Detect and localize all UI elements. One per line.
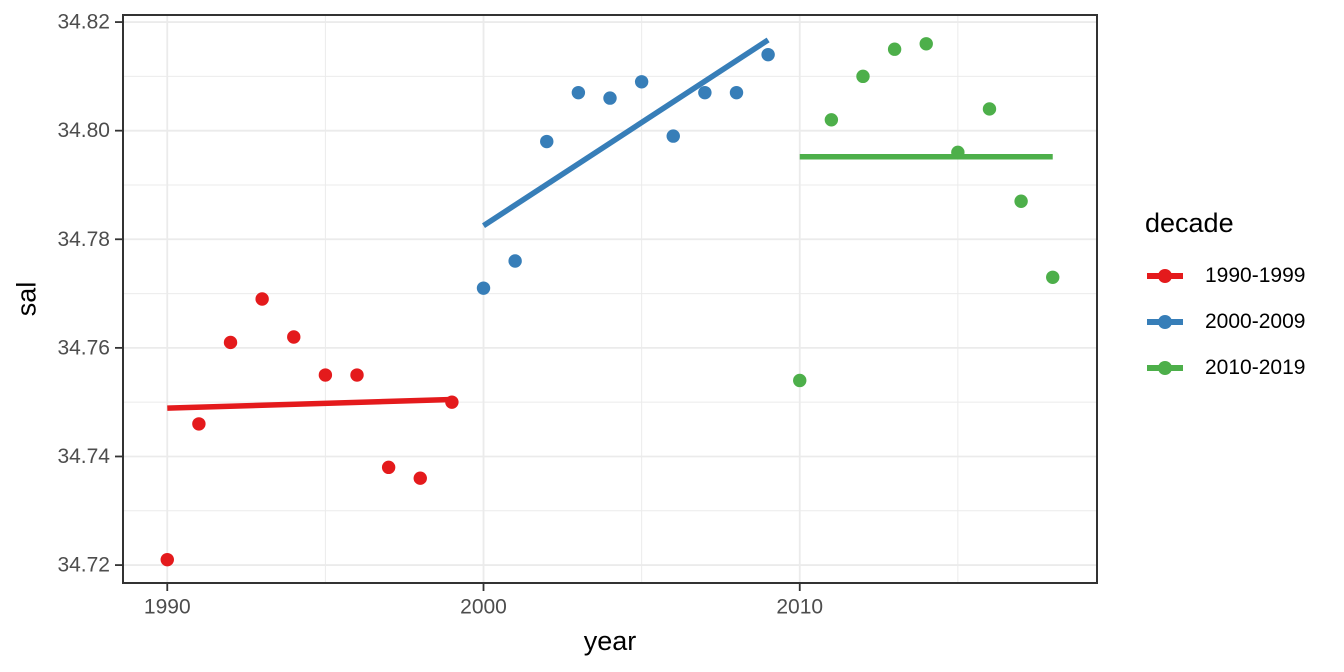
data-point — [413, 471, 427, 485]
y-tick-label: 34.74 — [57, 445, 110, 468]
legend-entry-label: 2010-2019 — [1205, 356, 1306, 379]
data-point — [856, 69, 870, 84]
data-point — [634, 75, 649, 89]
legend-entry-label: 1990-1999 — [1205, 264, 1306, 287]
trend-line — [482, 37, 770, 228]
y-tick-label: 34.82 — [57, 11, 110, 34]
y-tick-label: 34.80 — [57, 119, 110, 142]
data-point — [318, 368, 333, 382]
legend-dot-icon — [1158, 361, 1172, 375]
y-tick-label: 34.76 — [57, 336, 110, 359]
x-tick-label: 1990 — [144, 595, 191, 618]
legend-dot-icon — [1158, 315, 1172, 329]
data-point — [982, 102, 997, 116]
data-point — [476, 281, 491, 295]
data-point — [761, 47, 775, 62]
panel-border — [122, 14, 1098, 584]
legend-dot-icon — [1158, 269, 1172, 283]
data-point — [887, 42, 902, 56]
data-point — [223, 335, 238, 350]
data-point — [350, 368, 364, 382]
data-point — [287, 330, 301, 344]
data-point — [824, 113, 839, 127]
y-tick-label: 34.78 — [57, 228, 110, 251]
trend-line — [167, 396, 452, 411]
legend-entry: 2000-2009 — [1147, 305, 1305, 339]
legend-entry: 2010-2019 — [1147, 351, 1305, 385]
legend-title: decade — [1145, 208, 1234, 238]
data-point — [255, 292, 269, 306]
legend-key-icon — [1147, 305, 1183, 339]
data-point — [919, 37, 933, 51]
x-axis-title: year — [583, 626, 637, 656]
data-point — [603, 91, 617, 105]
data-point — [698, 85, 712, 100]
legend-key-icon — [1147, 259, 1183, 293]
panel-background — [123, 15, 1097, 583]
data-point — [666, 129, 680, 143]
data-point — [1046, 270, 1060, 284]
x-tick-label: 2000 — [460, 595, 507, 618]
legend: decade 1990-1999 2000-2009 2010-2019 — [1145, 208, 1335, 408]
data-point — [1014, 194, 1028, 208]
data-point — [793, 373, 807, 388]
data-point — [540, 134, 554, 149]
data-point — [381, 460, 396, 475]
x-tick-label: 2010 — [776, 595, 823, 618]
data-point — [571, 85, 586, 100]
data-point — [160, 552, 174, 567]
legend-entry-label: 2000-2009 — [1205, 310, 1306, 333]
y-tick-label: 34.72 — [57, 554, 110, 577]
data-point — [729, 85, 744, 100]
data-point — [508, 254, 522, 268]
data-point — [192, 417, 206, 431]
legend-key-icon — [1147, 351, 1183, 385]
legend-entry: 1990-1999 — [1147, 259, 1305, 293]
y-axis-title: sal — [11, 281, 42, 317]
